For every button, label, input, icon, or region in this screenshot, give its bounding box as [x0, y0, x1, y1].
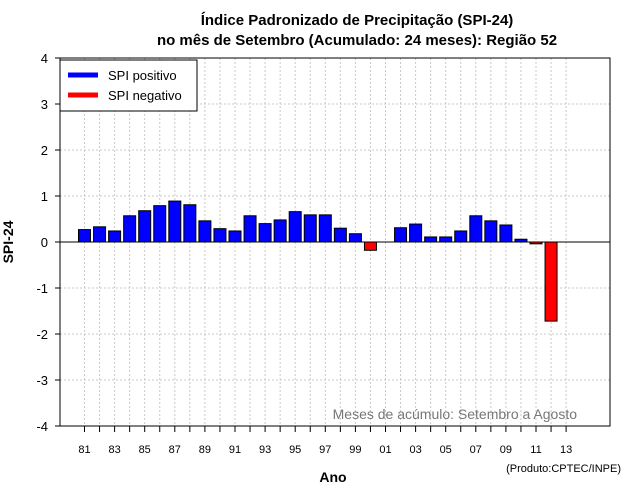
- credit-text: (Produto:CPTEC/INPE): [506, 463, 621, 475]
- bar-1992: [243, 215, 257, 243]
- x-tick-label: 05: [440, 444, 452, 456]
- chart-title-line-1: Índice Padronizado de Precipitação (SPI-…: [201, 12, 514, 29]
- y-axis-ticks: -4 -3 -2 -1 0 1 2 3 4: [36, 51, 60, 434]
- bar-1986: [153, 205, 167, 243]
- x-tick-label: 95: [289, 444, 301, 456]
- bar-1985: [138, 210, 152, 243]
- bar-1981: [78, 229, 91, 243]
- bar-2006: [454, 230, 468, 243]
- bar-1983: [108, 230, 122, 243]
- y-tick-label: -3: [36, 373, 48, 388]
- bar-1993: [258, 223, 272, 243]
- bar-1984: [123, 215, 137, 243]
- x-tick-label: 91: [229, 444, 241, 456]
- legend-label-positive: SPI positivo: [108, 68, 177, 83]
- legend: SPI positivo SPI negativo: [59, 59, 198, 112]
- legend-box: [59, 59, 198, 112]
- bar-1988: [183, 204, 197, 243]
- y-tick-label: 0: [41, 235, 48, 250]
- x-tick-label: 99: [349, 444, 361, 456]
- bar-2012: [544, 241, 558, 322]
- x-tick-label: 85: [139, 444, 151, 456]
- x-tick-label: 01: [379, 444, 391, 456]
- x-tick-label: 89: [199, 444, 211, 456]
- y-tick-label: -4: [36, 419, 48, 434]
- y-tick-label: 3: [41, 97, 48, 112]
- y-tick-label: 1: [41, 189, 48, 204]
- bar-1989: [198, 220, 212, 243]
- y-axis-label: SPI-24: [0, 220, 16, 263]
- bar-1991: [228, 230, 242, 243]
- bar-2005: [439, 236, 453, 243]
- chart-title-line-2: no mês de Setembro (Acumulado: 24 meses)…: [157, 32, 557, 49]
- bar-2008: [484, 220, 498, 243]
- x-tick-label: 83: [108, 444, 120, 456]
- x-tick-label: 93: [259, 444, 271, 456]
- x-tick-label: 11: [530, 444, 541, 456]
- bars-group: [78, 200, 558, 322]
- bar-2004: [424, 236, 438, 243]
- bar-1987: [168, 200, 182, 243]
- bar-2003: [409, 223, 423, 243]
- bar-2002: [394, 227, 408, 243]
- x-axis-label: Ano: [319, 469, 346, 485]
- y-tick-label: -1: [36, 281, 48, 296]
- x-tick-label: 87: [169, 444, 181, 456]
- y-tick-label: 4: [41, 51, 48, 66]
- y-tick-label: 2: [41, 143, 48, 158]
- bar-1990: [213, 228, 227, 243]
- bar-1999: [348, 233, 362, 243]
- bar-1995: [288, 211, 302, 243]
- bar-1997: [318, 214, 332, 243]
- bar-2007: [469, 215, 483, 243]
- bar-1994: [273, 219, 287, 243]
- x-tick-label: 13: [560, 444, 572, 456]
- bar-2000: [363, 241, 377, 251]
- x-tick-label: 03: [409, 444, 421, 456]
- x-axis-ticks: 81 83 85 87 89 91 93 95 97 99 01 03 05 07 09 11 13: [78, 426, 572, 456]
- x-tick-label: 09: [500, 444, 512, 456]
- bar-1982: [93, 226, 107, 243]
- bar-1996: [303, 214, 317, 243]
- legend-label-negative: SPI negativo: [108, 88, 182, 103]
- x-tick-label: 97: [319, 444, 331, 456]
- x-tick-label: 81: [78, 444, 90, 456]
- bar-2009: [499, 224, 513, 243]
- annotation-text: Meses de acúmulo: Setembro a Agosto: [333, 406, 578, 422]
- x-tick-label: 07: [470, 444, 482, 456]
- bar-1998: [333, 227, 347, 243]
- y-tick-label: -2: [36, 327, 48, 342]
